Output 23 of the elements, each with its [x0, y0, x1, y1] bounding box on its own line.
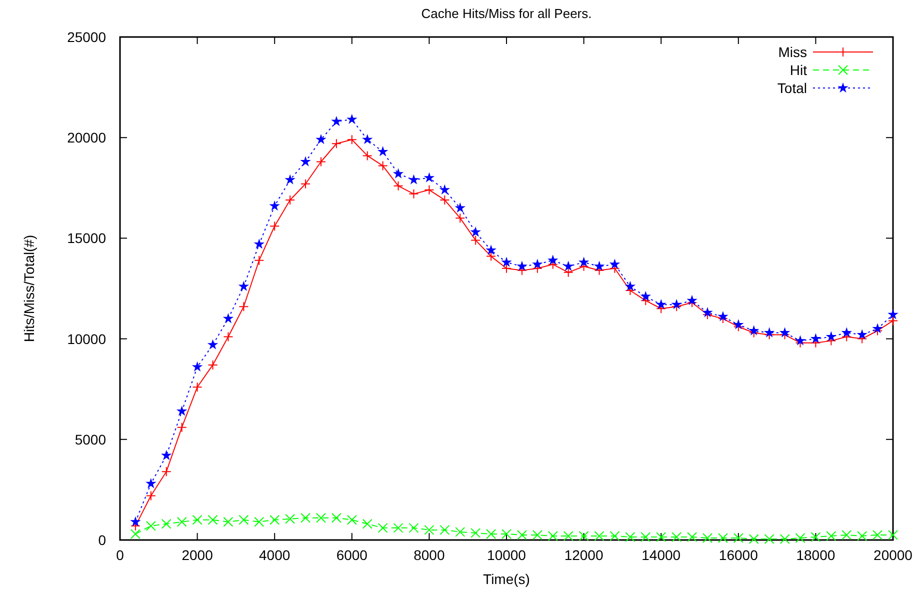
- y-tick-label: 15000: [67, 230, 106, 246]
- x-axis-title: Time(s): [483, 571, 530, 587]
- x-tick-label: 14000: [642, 547, 681, 563]
- legend-label: Hit: [790, 62, 808, 78]
- x-tick-label: 12000: [564, 547, 604, 563]
- y-tick-label: 25000: [67, 29, 106, 45]
- x-tick-label: 6000: [336, 547, 368, 563]
- x-tick-label: 16000: [718, 547, 758, 563]
- legend-label: Miss: [778, 44, 807, 60]
- chart-title: Cache Hits/Miss for all Peers.: [421, 6, 592, 21]
- x-tick-label: 0: [116, 547, 124, 563]
- x-tick-label: 2000: [182, 547, 214, 563]
- y-axis-title: Hits/Miss/Total(#): [21, 234, 37, 342]
- y-tick-label: 0: [98, 532, 106, 548]
- x-tick-label: 20000: [874, 547, 913, 563]
- y-tick-label: 10000: [67, 330, 106, 347]
- x-tick-label: 4000: [259, 547, 290, 563]
- x-tick-label: 18000: [796, 547, 836, 563]
- x-tick-label: 8000: [414, 547, 445, 563]
- legend-label: Total: [777, 80, 807, 96]
- y-tick-label: 5000: [74, 431, 106, 448]
- y-tick-label: 20000: [67, 130, 106, 146]
- x-tick-label: 10000: [487, 547, 526, 563]
